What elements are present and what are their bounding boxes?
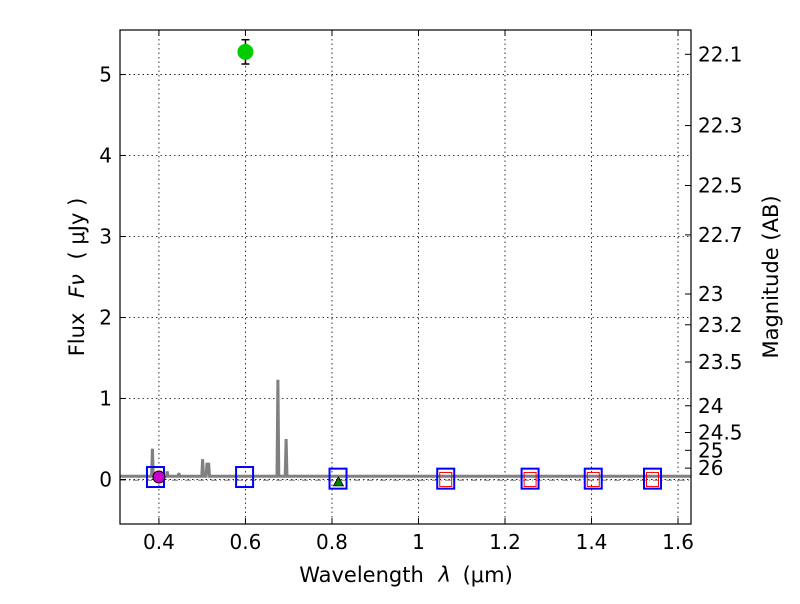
model-photometry-square: [436, 467, 456, 490]
ticks: 0.4 0.6 0.8 1 1.2 1.4 1.601234522.122.322.522.…: [99, 30, 743, 554]
y-axis-label: Flux Fν ( μJy ): [65, 198, 89, 357]
y-tick-label: 3: [99, 225, 112, 249]
y2-tick-label: 23: [698, 282, 723, 306]
model-photometry-square: [328, 467, 348, 490]
x-axis-label-symbol: λ: [437, 563, 450, 587]
y2-tick-label: 24.5: [698, 420, 743, 444]
grid: [120, 30, 691, 524]
upper-limit-square: [586, 471, 600, 487]
model-photometry-square: [520, 467, 540, 490]
plot-area: [120, 38, 691, 490]
model-photometry-square: [235, 466, 255, 489]
x-tick-label: 1: [412, 530, 425, 554]
model-photometry-square: [643, 467, 663, 490]
x-axis-label-unit: (μm): [463, 563, 513, 587]
y-axis-label-symbol: Fν: [65, 274, 89, 298]
y2-tick-label: 26: [698, 456, 723, 480]
upper-limit-square: [646, 471, 660, 487]
y-tick-label: 4: [99, 144, 112, 168]
y2-tick-label: 25: [698, 438, 723, 462]
axes-frame: [119, 29, 692, 525]
y2-tick-label: 22.5: [698, 173, 743, 197]
x-axis-label-text: Wavelength: [299, 563, 424, 587]
x-axis-label: Wavelength λ (μm): [299, 563, 513, 587]
x-tick-label: 1.2: [489, 530, 521, 554]
y-axis-label-unit: ( μJy ): [65, 198, 89, 260]
x-tick-label: 0.4: [143, 530, 175, 554]
y-axis-label-text: Flux: [65, 313, 89, 357]
x-tick-label: 1.4: [576, 530, 608, 554]
y2-tick-label: 23.5: [698, 350, 743, 374]
y2-axis-label: Magnitude (AB): [759, 195, 783, 358]
upper-limit-square: [523, 471, 537, 487]
y-tick-label: 1: [99, 386, 112, 410]
x-tick-label: 0.8: [316, 530, 348, 554]
y2-tick-label: 23.2: [698, 313, 743, 337]
data-point-circle: [152, 470, 166, 484]
model-photometry-square: [583, 467, 603, 490]
y2-tick-label: 22.1: [698, 42, 743, 66]
y2-tick-label: 22.3: [698, 114, 743, 138]
y-tick-label: 5: [99, 63, 112, 87]
y-tick-label: 2: [99, 305, 112, 329]
y-tick-label: 0: [99, 467, 112, 491]
y2-tick-label: 22.7: [698, 223, 743, 247]
data-point-triangle: [332, 476, 345, 487]
upper-limit-square: [439, 471, 453, 487]
x-tick-label: 0.6: [230, 530, 262, 554]
data-point-circle: [237, 43, 254, 60]
x-tick-label: 1.6: [662, 530, 694, 554]
y2-tick-label: 24: [698, 394, 723, 418]
